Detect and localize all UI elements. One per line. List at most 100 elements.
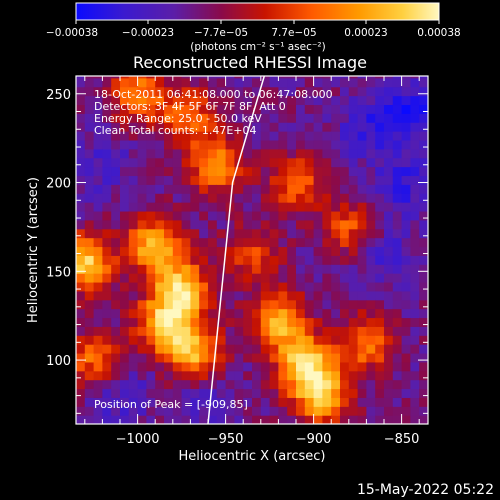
heatmap-cell [252,290,262,301]
heatmap-cell [155,76,165,79]
heatmap-cell [172,379,183,390]
heatmap-cell [120,326,130,336]
heatmap-cell [234,379,244,390]
heatmap-cell [375,317,385,327]
heatmap-cell [155,157,165,168]
heatmap-cell [313,77,323,88]
heatmap-cell [375,113,385,123]
colorbar-tick-label: −0.00023 [122,27,174,39]
heatmap-cell [366,335,376,345]
heatmap-cell [384,202,394,212]
heatmap-cell [304,131,315,141]
heatmap-cell [366,166,376,177]
heatmap-cell [304,326,315,336]
heatmap-cell [260,166,271,177]
heatmap-cell [128,166,139,177]
heatmap-cell [331,273,341,283]
heatmap-cell [384,166,394,177]
heatmap-cell [375,255,385,265]
heatmap-cell [102,219,112,230]
heatmap-cell [199,299,209,310]
heatmap-cell [128,379,139,390]
heatmap-cell [313,255,323,265]
heatmap-cell [322,228,332,239]
heatmap-cell [322,104,332,114]
heatmap-cell [340,76,350,79]
heatmap-cell [348,379,359,390]
heatmap-cell [234,308,244,319]
heatmap-cell [137,210,147,221]
heatmap-cell [190,379,200,390]
heatmap-cell [252,237,262,248]
heatmap-cell [199,273,209,283]
heatmap-cell [287,219,297,230]
heatmap-cell [401,122,411,132]
heatmap-cell [137,219,147,230]
heatmap-cell [128,76,139,79]
heatmap-cell [243,77,253,88]
heatmap-cell [340,157,350,168]
heatmap-cell [348,95,359,106]
heatmap-cell [410,228,420,239]
heatmap-cell [93,273,103,283]
heatmap-cell [401,317,411,327]
heatmap-cell [234,370,244,381]
heatmap-cell [392,76,403,79]
heatmap-cell [357,415,367,424]
heatmap-cell [76,308,86,319]
heatmap-cell [137,335,147,345]
heatmap-cell [410,326,420,336]
heatmap-cell [76,406,86,416]
heatmap-cell [111,335,121,345]
heatmap-cell [419,344,428,354]
heatmap-cell [234,264,244,274]
heatmap-cell [137,228,147,239]
solar-limb-line [207,76,266,424]
heatmap-cell [287,157,297,168]
heatmap-cell [313,273,323,283]
heatmap-cell [287,308,297,319]
heatmap-cell [111,113,121,123]
heatmap-cell [146,95,156,106]
heatmap-cell [322,219,332,230]
heatmap-cell [331,210,341,221]
heatmap-cell [401,77,411,88]
colorbar-tick-label: −7.7e−05 [194,27,248,39]
heatmap-cell [366,139,376,150]
heatmap-cell [76,113,86,123]
heatmap-cell [164,193,174,203]
heatmap-cell [348,255,359,265]
heatmap-cell [269,388,279,398]
heatmap-cell [296,299,306,310]
heatmap-cell [225,77,235,88]
heatmap-cell [137,317,147,327]
heatmap-cell [410,104,420,114]
y-tick-label: 250 [46,88,71,103]
heatmap-cell [401,104,411,114]
heatmap-cell [357,237,367,248]
heatmap-cell [155,344,165,354]
y-tick-label: 200 [46,177,71,192]
heatmap-cell [225,290,235,301]
heatmap-cell [269,273,279,283]
heatmap-cell [120,264,130,274]
heatmap-cell [392,264,403,274]
heatmap-cell [208,148,218,159]
heatmap-cell [304,228,315,239]
heatmap-cell [260,406,271,416]
heatmap-cell [84,228,95,239]
heatmap-cell [164,335,174,345]
heatmap-cell [278,202,288,212]
heatmap-cell [260,184,271,194]
heatmap-cell [313,290,323,301]
heatmap-cell [225,148,235,159]
heatmap-cell [76,237,86,248]
heatmap-cell [181,166,191,177]
heatmap-cell [287,95,297,106]
heatmap-cell [331,76,341,79]
heatmap-cell [84,131,95,141]
heatmap-cell [419,131,428,141]
heatmap-cell [252,131,262,141]
heatmap-cell [164,184,174,194]
heatmap-cell [384,361,394,372]
